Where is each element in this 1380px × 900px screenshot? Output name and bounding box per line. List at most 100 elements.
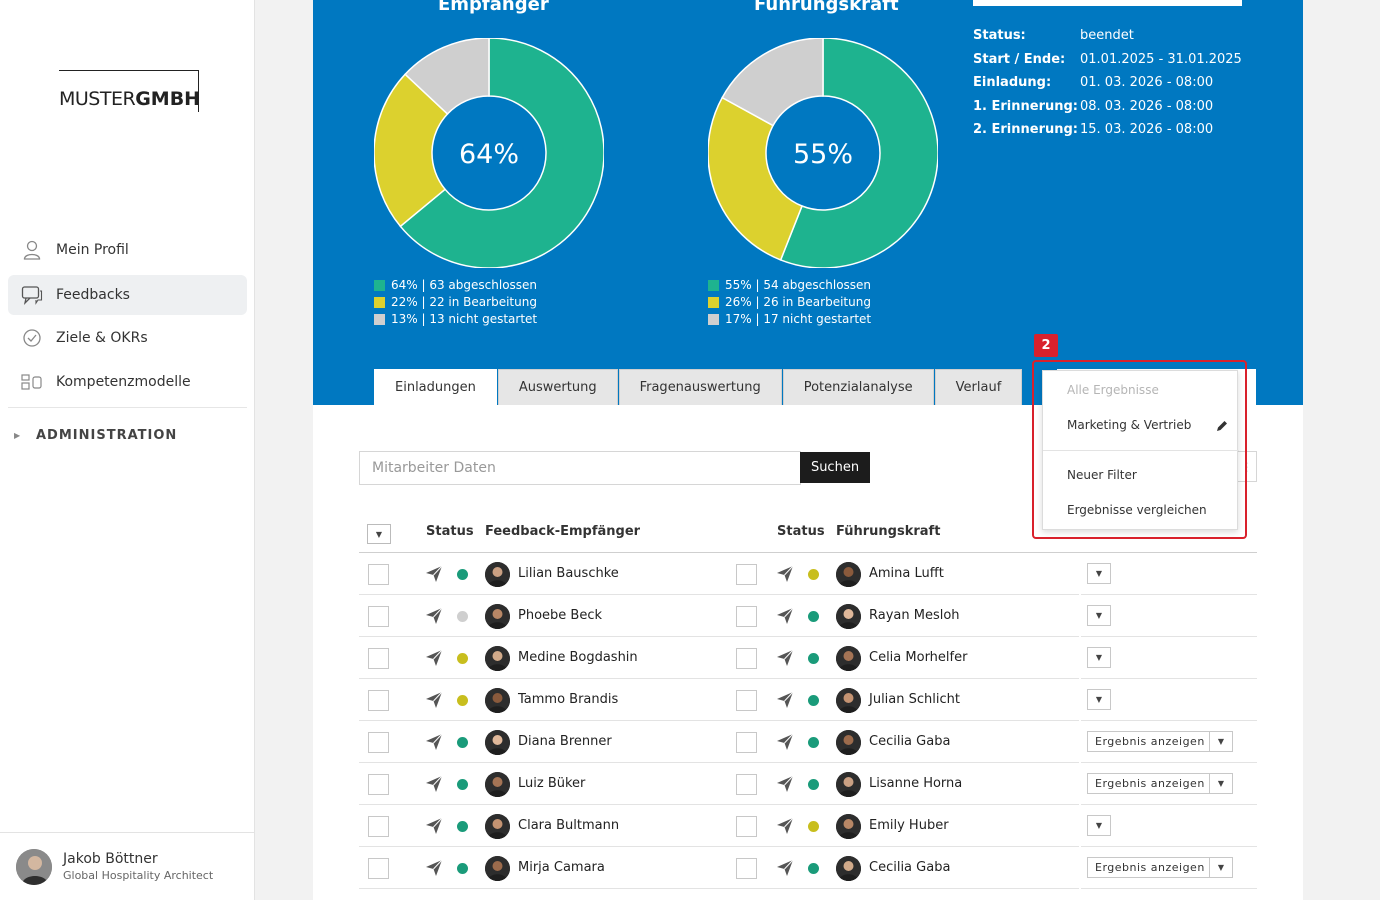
status-indicator bbox=[808, 569, 819, 580]
row-checkbox[interactable] bbox=[368, 732, 389, 753]
legend-label: 22% | 22 in Bearbeitung bbox=[391, 295, 537, 309]
manager-name[interactable]: Cecilia Gaba bbox=[869, 860, 951, 875]
show-result-button[interactable]: Ergebnis anzeigen bbox=[1087, 773, 1213, 794]
manager-name[interactable]: Cecilia Gaba bbox=[869, 734, 951, 749]
row-actions-dropdown[interactable]: ▼ bbox=[1209, 773, 1233, 794]
row-checkbox-manager[interactable] bbox=[736, 858, 757, 879]
row-actions-dropdown[interactable]: ▼ bbox=[1209, 857, 1233, 878]
send-icon[interactable] bbox=[776, 565, 794, 583]
recipient-name[interactable]: Mirja Camara bbox=[518, 860, 605, 875]
row-checkbox[interactable] bbox=[368, 690, 389, 711]
table-row: Mirja Camara Cecilia Gaba Ergebnis anzeige… bbox=[359, 847, 1257, 889]
status-indicator bbox=[457, 779, 468, 790]
send-icon[interactable] bbox=[776, 859, 794, 877]
status-indicator bbox=[808, 779, 819, 790]
search-input[interactable]: Mitarbeiter Daten bbox=[359, 451, 801, 485]
sidebar-item-profile[interactable]: Mein Profil bbox=[8, 230, 247, 270]
send-icon[interactable] bbox=[425, 607, 443, 625]
avatar bbox=[485, 604, 510, 629]
recipient-name[interactable]: Tammo Brandis bbox=[518, 692, 619, 707]
avatar bbox=[485, 814, 510, 839]
send-icon[interactable] bbox=[425, 859, 443, 877]
recipient-name[interactable]: Diana Brenner bbox=[518, 734, 612, 749]
row-checkbox[interactable] bbox=[368, 648, 389, 669]
pencil-icon[interactable] bbox=[1215, 418, 1229, 437]
send-icon[interactable] bbox=[776, 691, 794, 709]
manager-name[interactable]: Amina Lufft bbox=[869, 566, 944, 581]
sidebar-item-label: Feedbacks bbox=[56, 287, 130, 303]
row-checkbox[interactable] bbox=[368, 774, 389, 795]
avatar bbox=[485, 730, 510, 755]
row-checkbox-manager[interactable] bbox=[736, 774, 757, 795]
sidebar-item-goals[interactable]: Ziele & OKRs bbox=[8, 318, 247, 358]
tab-question-evaluation[interactable]: Fragenauswertung bbox=[618, 369, 782, 405]
send-icon[interactable] bbox=[425, 775, 443, 793]
tab-potential-analysis[interactable]: Potenzialanalyse bbox=[782, 369, 934, 405]
row-checkbox[interactable] bbox=[368, 606, 389, 627]
info-row-reminder-1: 1. Erinnerung: 08. 03. 2026 - 08:00 bbox=[973, 95, 1242, 119]
row-checkbox[interactable] bbox=[368, 858, 389, 879]
legend-swatch bbox=[374, 314, 385, 325]
grid-icon bbox=[8, 374, 56, 390]
recipient-name[interactable]: Medine Bogdashin bbox=[518, 650, 638, 665]
legend-swatch bbox=[708, 297, 719, 308]
send-icon[interactable] bbox=[425, 733, 443, 751]
send-icon[interactable] bbox=[776, 649, 794, 667]
search-button[interactable]: Suchen bbox=[800, 452, 870, 483]
user-role: Global Hospitality Architect bbox=[63, 869, 214, 882]
send-icon[interactable] bbox=[776, 733, 794, 751]
recipient-name[interactable]: Luiz Büker bbox=[518, 776, 586, 791]
row-checkbox[interactable] bbox=[368, 816, 389, 837]
manager-name[interactable]: Rayan Mesloh bbox=[869, 608, 960, 623]
row-actions-dropdown[interactable]: ▼ bbox=[1087, 647, 1111, 668]
manager-name[interactable]: Celia Morhelfer bbox=[869, 650, 968, 665]
row-actions-dropdown[interactable]: ▼ bbox=[1087, 689, 1111, 710]
row-checkbox-manager[interactable] bbox=[736, 648, 757, 669]
table-row: Luiz Büker Lisanne Horna Ergebnis anzeigen… bbox=[359, 763, 1257, 805]
chevron-down-icon: ▼ bbox=[1217, 737, 1225, 746]
send-icon[interactable] bbox=[776, 775, 794, 793]
send-icon[interactable] bbox=[425, 817, 443, 835]
sidebar-item-administration[interactable]: ▶ ADMINISTRATION bbox=[14, 428, 177, 443]
user-name: Jakob Böttner bbox=[63, 851, 158, 867]
menu-item-marketing[interactable]: Marketing & Vertrieb bbox=[1067, 418, 1192, 432]
show-result-button[interactable]: Ergebnis anzeigen bbox=[1087, 857, 1213, 878]
tab-history[interactable]: Verlauf bbox=[934, 369, 1023, 405]
send-icon[interactable] bbox=[425, 691, 443, 709]
menu-item-all-results[interactable]: Alle Ergebnisse bbox=[1067, 383, 1159, 397]
company-logo[interactable]: MUSTERGMBH bbox=[59, 70, 200, 112]
sidebar-item-competencies[interactable]: Kompetenzmodelle bbox=[8, 362, 247, 402]
recipient-name[interactable]: Lilian Bauschke bbox=[518, 566, 619, 581]
row-checkbox-manager[interactable] bbox=[736, 732, 757, 753]
menu-item-compare-results[interactable]: Ergebnisse vergleichen bbox=[1067, 503, 1207, 517]
row-checkbox-manager[interactable] bbox=[736, 816, 757, 837]
send-icon[interactable] bbox=[425, 649, 443, 667]
select-all-dropdown[interactable]: ▼ bbox=[367, 524, 391, 544]
menu-item-new-filter[interactable]: Neuer Filter bbox=[1067, 468, 1137, 482]
recipient-name[interactable]: Phoebe Beck bbox=[518, 608, 603, 623]
legend-recipient: 64% | 63 abgeschlossen 22% | 22 in Bearb… bbox=[374, 277, 537, 328]
show-result-button[interactable]: Ergebnis anzeigen bbox=[1087, 731, 1213, 752]
row-checkbox-manager[interactable] bbox=[736, 564, 757, 585]
row-checkbox-manager[interactable] bbox=[736, 690, 757, 711]
user-profile[interactable]: Jakob Böttner Global Hospitality Archite… bbox=[0, 832, 255, 900]
row-actions-dropdown[interactable]: ▼ bbox=[1087, 815, 1111, 836]
manager-name[interactable]: Emily Huber bbox=[869, 818, 949, 833]
row-checkbox-manager[interactable] bbox=[736, 606, 757, 627]
row-checkbox[interactable] bbox=[368, 564, 389, 585]
row-actions-dropdown[interactable]: ▼ bbox=[1087, 563, 1111, 584]
manager-name[interactable]: Julian Schlicht bbox=[869, 692, 960, 707]
recipient-name[interactable]: Clara Bultmann bbox=[518, 818, 620, 833]
info-value: beendet bbox=[1080, 28, 1134, 44]
sidebar-item-feedbacks[interactable]: Feedbacks bbox=[8, 275, 247, 315]
info-row-reminder-2: 2. Erinnerung: 15. 03. 2026 - 08:00 bbox=[973, 118, 1242, 142]
manager-name[interactable]: Lisanne Horna bbox=[869, 776, 963, 791]
row-actions-dropdown[interactable]: ▼ bbox=[1087, 605, 1111, 626]
tab-evaluation[interactable]: Auswertung bbox=[497, 369, 618, 405]
row-actions-dropdown[interactable]: ▼ bbox=[1209, 731, 1233, 752]
send-icon[interactable] bbox=[425, 565, 443, 583]
tab-invitations[interactable]: Einladungen bbox=[374, 369, 497, 405]
avatar bbox=[836, 772, 861, 797]
send-icon[interactable] bbox=[776, 817, 794, 835]
send-icon[interactable] bbox=[776, 607, 794, 625]
